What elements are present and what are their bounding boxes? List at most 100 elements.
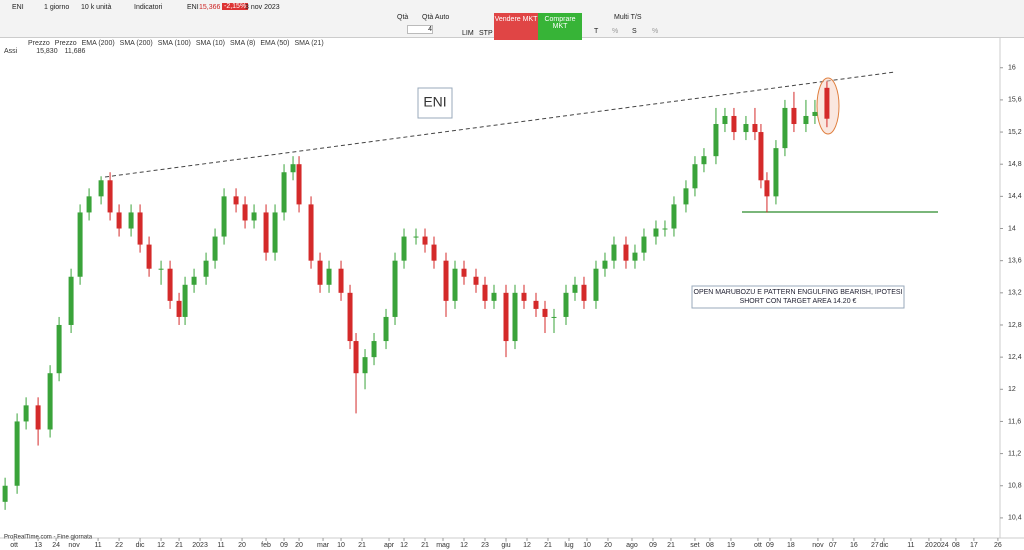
x-tick-label: giu [501, 542, 510, 549]
candle-body [521, 292, 527, 301]
candle-body [263, 212, 269, 253]
x-tick-label: 21 [175, 542, 183, 549]
candle-body [221, 196, 227, 237]
candle-body [791, 107, 797, 125]
candle-body [662, 228, 668, 230]
candle-body [347, 292, 353, 342]
x-tick-label: ott [754, 542, 762, 549]
x-tick-label: nov [812, 542, 824, 549]
x-tick-label: 21 [667, 542, 675, 549]
indicator[interactable]: EMA (200) [81, 40, 115, 47]
candle-body [824, 87, 830, 119]
candle-body [128, 212, 134, 229]
candle-body [281, 172, 287, 213]
candle-body [461, 268, 467, 277]
s-label[interactable]: S [632, 28, 637, 35]
candle-body [296, 164, 302, 205]
y-tick-label: 11,6 [1008, 418, 1021, 425]
candle-body [572, 284, 578, 293]
candle-body [371, 341, 377, 358]
candle-body [233, 196, 239, 205]
y-tick-label: 15,2 [1008, 129, 1022, 136]
candle-body [401, 236, 407, 261]
lim[interactable]: LIM [462, 30, 474, 37]
indicator[interactable]: Prezzo [28, 40, 50, 47]
indicator[interactable]: SMA (21) [294, 40, 324, 47]
x-tick-label: lug [564, 542, 573, 549]
candle-body [758, 132, 764, 181]
x-tick-label: 11 [217, 542, 224, 549]
high-label: 15,830 [36, 48, 58, 55]
pct: % [652, 28, 659, 35]
x-tick-label: 20 [238, 542, 246, 549]
units[interactable]: 10 k unità [81, 4, 112, 11]
y-tick-label: 14,4 [1008, 193, 1022, 200]
axis-label: Assi [4, 48, 18, 55]
x-tick-label: 20 [604, 542, 612, 549]
period[interactable]: 1 giorno [44, 4, 70, 11]
x-tick-label: feb [261, 542, 271, 549]
qty-auto[interactable]: Qtà Auto [422, 14, 450, 21]
x-tick-label: 27 [871, 542, 879, 549]
x-tick-label: 11 [94, 542, 101, 549]
x-tick-label: 12 [157, 542, 165, 549]
candle-body [392, 260, 398, 317]
x-tick-label: 10 [583, 542, 591, 549]
indicator[interactable]: EMA (50) [260, 40, 290, 47]
candle-body [623, 244, 629, 261]
candle-body [203, 260, 209, 277]
x-tick-label: mar [317, 542, 330, 549]
symbol[interactable]: ENI [12, 4, 24, 11]
candle-body [683, 188, 689, 205]
x-tick-label: 21 [358, 542, 366, 549]
candle-body [671, 204, 677, 229]
candle-body [602, 260, 608, 269]
indicators[interactable]: Indicatori [134, 4, 163, 11]
candle-body [752, 124, 758, 133]
candle-body [107, 180, 113, 213]
candle-body [383, 316, 389, 342]
stp[interactable]: STP [479, 30, 493, 37]
candle-body [473, 276, 479, 285]
candle-body [533, 300, 539, 309]
candle-body [212, 236, 218, 261]
candle-body [803, 115, 809, 125]
multi-ts[interactable]: Multi T/S [614, 14, 642, 21]
candle-body [773, 148, 779, 197]
buy-button[interactable]: Comprare MKT [538, 13, 582, 40]
x-tick-label: 12 [400, 542, 408, 549]
candle-body [317, 260, 323, 285]
indicator[interactable]: SMA (200) [119, 40, 153, 47]
change: -2,15% [222, 3, 249, 10]
candle-body [611, 244, 617, 261]
candle-body [593, 268, 599, 301]
y-tick-label: 13,6 [1008, 258, 1022, 265]
chart-title: ENI [423, 94, 446, 110]
indicator[interactable]: SMA (8) [230, 40, 256, 47]
sell-button[interactable]: Vendere MKT [494, 13, 538, 40]
indicator[interactable]: SMA (100) [157, 40, 191, 47]
indicator[interactable]: SMA (10) [195, 40, 226, 47]
x-tick-label: nov [68, 542, 80, 549]
candle-body [443, 260, 449, 301]
candle-body [158, 268, 164, 270]
candle-body [338, 268, 344, 293]
x-tick-label: dic [136, 542, 145, 549]
legend-row: Prezzo Prezzo EMA (200) SMA (200) SMA (100) S… [0, 38, 329, 55]
candle-body [47, 373, 53, 430]
y-tick-label: 14,8 [1008, 161, 1022, 168]
x-tick-label: 12 [460, 542, 468, 549]
candle-body [77, 212, 83, 277]
candle-body [176, 300, 182, 317]
t-label[interactable]: T [594, 28, 599, 35]
y-tick-label: 13,2 [1008, 290, 1022, 297]
y-tick-label: 12 [1008, 386, 1016, 393]
indicator[interactable]: Prezzo [54, 40, 77, 47]
candle-body [86, 196, 92, 213]
candle-body [563, 292, 569, 317]
candle-body [701, 156, 707, 165]
candle-body [35, 405, 41, 430]
x-tick-label: 16 [850, 542, 858, 549]
qty-input[interactable]: 4 [407, 25, 433, 34]
